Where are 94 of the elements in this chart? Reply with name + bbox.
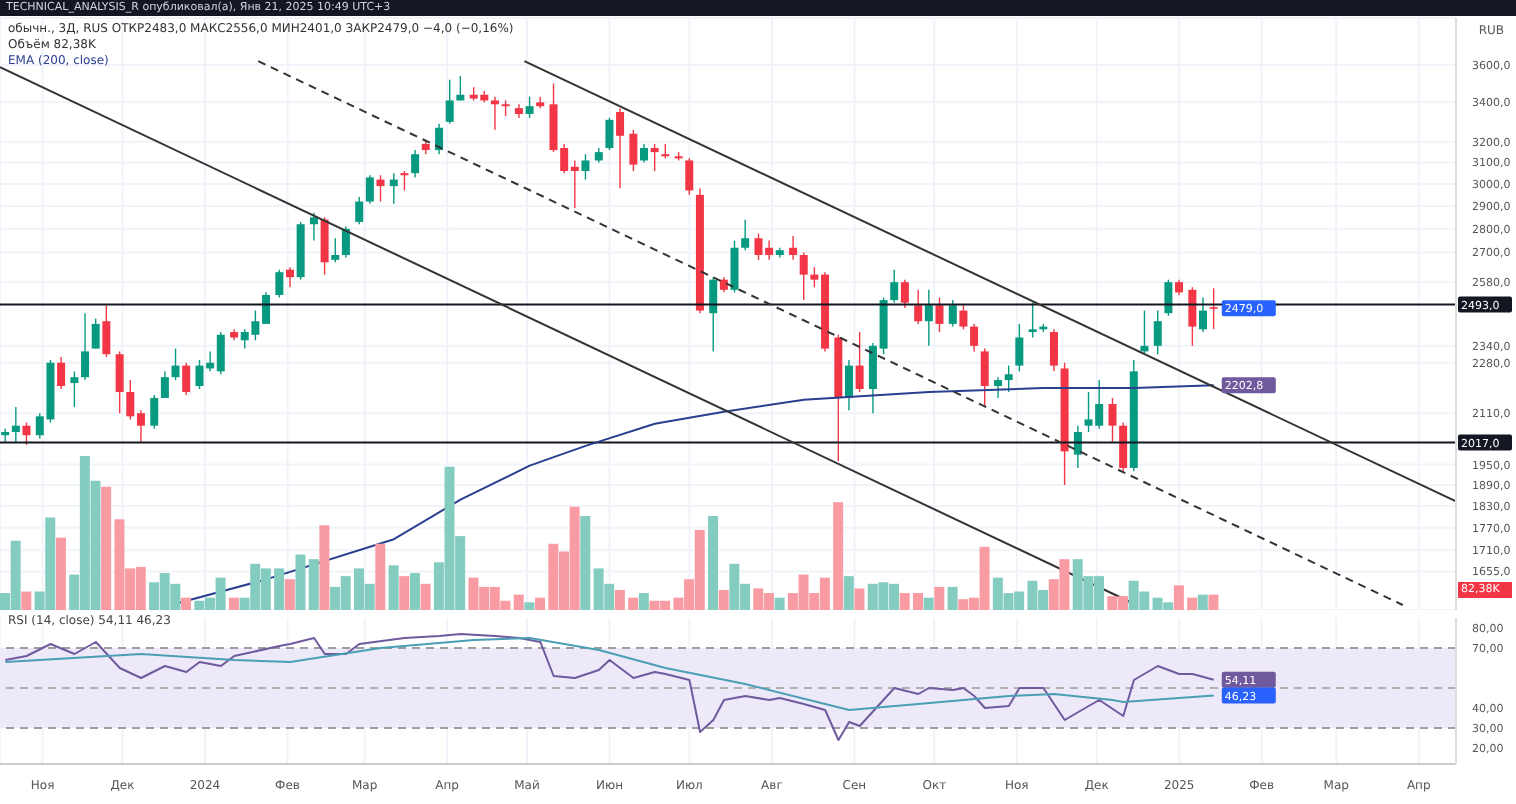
- candlestick: [935, 296, 944, 333]
- candlestick: [1108, 397, 1117, 443]
- candlestick: [490, 95, 499, 131]
- candlestick: [1004, 364, 1013, 393]
- candlestick: [685, 157, 694, 196]
- bar: [1197, 594, 1208, 610]
- candlestick: [900, 278, 909, 309]
- candlestick: [1209, 287, 1218, 330]
- candlestick: [980, 347, 989, 408]
- candlestick: [1073, 424, 1082, 469]
- candlestick: [741, 218, 750, 251]
- bar: [1208, 594, 1219, 610]
- bar: [513, 594, 524, 610]
- candlestick: [1199, 296, 1207, 333]
- line-series: [4, 633, 1215, 741]
- candlestick: [730, 239, 739, 294]
- candlestick: [355, 196, 364, 225]
- bar: [947, 586, 958, 610]
- bar: [399, 576, 410, 610]
- candlestick: [102, 304, 111, 358]
- candlestick: [629, 129, 638, 172]
- candlestick: [948, 299, 957, 328]
- bar: [708, 516, 719, 610]
- candlestick: [650, 143, 659, 172]
- candlestick: [844, 359, 853, 411]
- candlestick: [22, 421, 31, 446]
- candlestick: [1015, 323, 1024, 373]
- candlestick: [581, 153, 590, 181]
- candlestick: [70, 370, 79, 408]
- bar: [21, 591, 32, 610]
- candlestick: [959, 304, 968, 331]
- bar: [420, 583, 431, 610]
- bar: [319, 525, 330, 610]
- candlestick: [1028, 302, 1037, 339]
- bar: [718, 589, 729, 610]
- candlestick: [411, 149, 420, 179]
- candlestick: [81, 312, 90, 381]
- candlestick: [799, 251, 808, 301]
- candlestick: [309, 212, 318, 242]
- candlestick: [640, 143, 649, 164]
- candlestick: [435, 123, 444, 155]
- line-series: [4, 637, 1215, 711]
- candlestick: [331, 237, 340, 263]
- bar: [923, 597, 934, 610]
- candlestick: [286, 266, 294, 288]
- bar: [638, 593, 649, 610]
- candlestick: [1049, 328, 1058, 373]
- candlestick: [320, 216, 329, 276]
- candlestick: [970, 323, 979, 353]
- candlestick: [890, 268, 899, 304]
- candlestick: [160, 370, 169, 399]
- bar: [284, 579, 295, 610]
- candlestick: [150, 394, 159, 430]
- bar: [409, 573, 420, 610]
- candlestick: [1119, 421, 1128, 473]
- bar: [308, 559, 319, 610]
- candlestick: [171, 347, 180, 381]
- candlestick: [115, 350, 124, 414]
- candlestick: [605, 117, 614, 151]
- bar: [854, 588, 865, 610]
- candlestick: [376, 174, 385, 203]
- candlestick: [789, 235, 798, 261]
- candlestick: [924, 289, 933, 347]
- candlestick: [1, 428, 10, 443]
- candlestick: [365, 174, 374, 205]
- candlestick: [525, 95, 534, 119]
- bar: [295, 554, 306, 610]
- bar: [228, 597, 239, 610]
- candlestick: [855, 331, 864, 393]
- bar: [934, 586, 945, 610]
- bar: [375, 543, 386, 610]
- candlestick: [1188, 286, 1197, 347]
- candlestick: [400, 170, 409, 192]
- bar: [774, 597, 785, 610]
- bar: [524, 602, 535, 610]
- candlestick: [389, 172, 398, 205]
- candlestick: [1164, 278, 1173, 317]
- candlestick: [275, 268, 284, 299]
- candlestick: [709, 276, 718, 353]
- candlestick: [182, 362, 191, 396]
- candlestick: [57, 356, 66, 390]
- bar: [580, 516, 591, 610]
- bar: [388, 565, 399, 610]
- bar: [181, 597, 191, 610]
- candlestick: [341, 225, 350, 259]
- candlestick: [11, 406, 20, 443]
- candlestick: [1153, 309, 1162, 355]
- candlestick: [994, 376, 1003, 399]
- candlestick: [91, 317, 100, 350]
- bar: [55, 537, 66, 610]
- bar: [843, 576, 854, 610]
- candlestick: [616, 107, 625, 189]
- candlestick: [445, 79, 454, 125]
- candlestick: [914, 289, 923, 325]
